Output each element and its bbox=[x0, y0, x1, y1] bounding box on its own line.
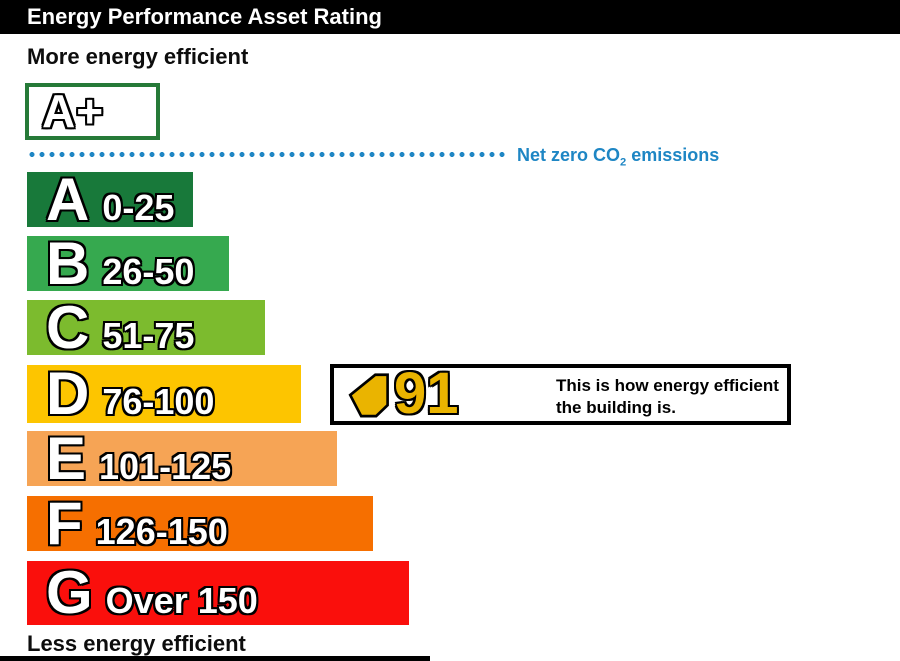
band-f: F 126-150 bbox=[27, 490, 373, 557]
rating-value: 91 bbox=[394, 361, 459, 426]
band-b-range: 26-50 bbox=[102, 251, 195, 292]
more-efficient-label: More energy efficient bbox=[27, 44, 249, 69]
rating-description: This is how energy efficient the buildin… bbox=[556, 375, 779, 419]
band-a-plus: A+ bbox=[25, 83, 160, 140]
rating-description-line1: This is how energy efficient bbox=[556, 376, 779, 395]
band-a: A 0-25 bbox=[27, 166, 193, 233]
net-zero-label-sub: 2 bbox=[620, 156, 627, 169]
band-b: B 26-50 bbox=[27, 230, 229, 297]
band-f-range: 126-150 bbox=[95, 511, 228, 552]
band-g-range: Over 150 bbox=[105, 580, 258, 621]
band-c-letter: C bbox=[46, 294, 90, 361]
left-arrow-icon bbox=[348, 373, 389, 418]
rating-indicator-box: 91 This is how energy efficient the buil… bbox=[330, 364, 791, 425]
band-d-letter: D bbox=[46, 360, 90, 427]
band-c-range: 51-75 bbox=[102, 315, 195, 356]
net-zero-label-post: emissions bbox=[626, 145, 720, 165]
title-bar: Energy Performance Asset Rating bbox=[0, 0, 900, 34]
band-f-letter: F bbox=[46, 490, 83, 557]
band-a-range: 0-25 bbox=[102, 187, 175, 228]
less-efficient-label: Less energy efficient bbox=[27, 631, 246, 656]
band-e: E 101-125 bbox=[27, 425, 337, 492]
net-zero-label-pre: Net zero CO bbox=[517, 145, 621, 165]
band-a-plus-letter: A+ bbox=[42, 85, 105, 137]
net-zero-label: Net zero CO2 emissions bbox=[517, 145, 719, 169]
band-e-range: 101-125 bbox=[99, 446, 232, 487]
band-d-range: 76-100 bbox=[102, 381, 215, 422]
net-zero-dotted-line bbox=[27, 150, 509, 159]
band-a-letter: A bbox=[46, 166, 90, 233]
rating-description-line2: the building is. bbox=[556, 398, 676, 417]
band-b-letter: B bbox=[46, 230, 90, 297]
band-g-letter: G bbox=[46, 559, 93, 626]
band-d: D 76-100 bbox=[27, 360, 301, 427]
page-title: Energy Performance Asset Rating bbox=[27, 4, 382, 29]
band-g: G Over 150 bbox=[27, 561, 409, 625]
bottom-bar bbox=[0, 656, 430, 661]
band-c: C 51-75 bbox=[27, 294, 265, 361]
band-e-letter: E bbox=[46, 425, 87, 492]
